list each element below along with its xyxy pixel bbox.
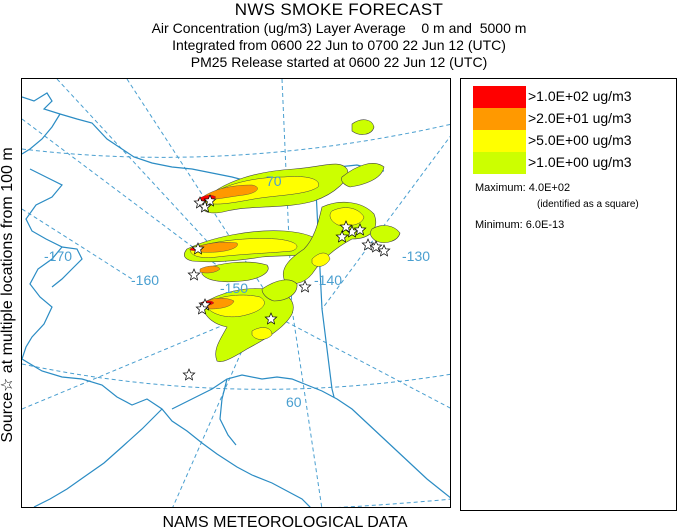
smoke-plumes: [183, 119, 401, 362]
legend-row-red: >1.0E+02 ug/m3: [473, 86, 673, 108]
legend-label-orange: >2.0E+01 ug/m3: [528, 110, 632, 126]
lat-label-60: 60: [286, 394, 302, 410]
plume-central-lower-green: [201, 261, 269, 283]
plume-east-yellow: [329, 207, 365, 226]
legend-row-orange: >2.0E+01 ug/m3: [473, 108, 673, 130]
legend-label-green: >1.0E+00 ug/m3: [528, 154, 632, 170]
source-star-icon: [182, 368, 196, 381]
plume-south-small-yellow: [251, 327, 273, 340]
data-source-footer: NAMS METEOROLOGICAL DATA: [162, 514, 408, 531]
graticule-labels: -170 -160 -150 -140 -130 70 60: [44, 173, 430, 410]
plume-north-yellow: [201, 176, 319, 205]
source-star-icon: [187, 268, 201, 281]
source-star-icon: [361, 238, 375, 251]
source-star-icon: [353, 223, 367, 236]
legend-swatch-red: [473, 86, 526, 108]
lon-label-140: -140: [314, 272, 342, 288]
plume-central-low-orange: [199, 265, 221, 274]
plume-nw-arctic-green: [351, 119, 375, 135]
latitude-line-50: [337, 498, 450, 507]
lon-label-130: -130: [402, 248, 430, 264]
source-star-icon: [298, 280, 312, 293]
lon-label-150: -150: [220, 280, 248, 296]
lon-label-170: -170: [44, 248, 72, 264]
source-star-icon: [198, 200, 212, 213]
legend-panel: >1.0E+02 ug/m3 >2.0E+01 ug/m3 >5.0E+00 u…: [460, 78, 677, 511]
source-star-icon: [203, 194, 217, 207]
longitude-line-170-lower: [22, 208, 133, 280]
legend-swatch-orange: [473, 108, 526, 130]
lon-label-160: -160: [131, 272, 159, 288]
legend-label-yellow: >5.0E+00 ug/m3: [528, 132, 632, 148]
plume-east-small-green: [370, 225, 401, 243]
source-star-icon: [191, 242, 205, 255]
source-star-icon: [195, 302, 209, 315]
minimum-value: Minimum: 6.0E-13: [475, 219, 565, 231]
map-title: NWS SMOKE FORECAST: [234, 0, 444, 19]
alaska-west-coast: [22, 113, 63, 360]
release-time: PM25 Release started at 0600 22 Jun 12 (…: [190, 54, 488, 70]
plume-east-mid-yellow: [311, 252, 331, 267]
cook-inlet: [219, 378, 237, 446]
longitude-line-140-lower: [291, 308, 323, 507]
alaska-peninsula: [33, 408, 163, 507]
source-star-icon: [339, 220, 353, 233]
latitude-line-70: [22, 123, 450, 158]
legend-row-green: >1.0E+00 ug/m3: [473, 152, 673, 174]
plume-ne-green: [341, 163, 385, 188]
smoke-map: -170 -160 -150 -140 -130 70 60: [22, 79, 450, 507]
legend-row-yellow: >5.0E+00 ug/m3: [473, 130, 673, 152]
source-star-icon: [264, 312, 278, 325]
source-side-label-container: Source☆ at multiple locations from 100 m: [0, 80, 21, 510]
source-star-icon: [377, 244, 391, 257]
map-panel: -170 -160 -150 -140 -130 70 60: [21, 78, 451, 508]
longitude-line-130: [321, 135, 450, 310]
maximum-note: (identified as a square): [537, 199, 639, 210]
source-side-label: Source☆ at multiple locations from 100 m: [0, 147, 16, 443]
lat-label-70: 70: [266, 173, 282, 189]
legend-swatch-green: [473, 152, 526, 174]
legend-swatch-yellow: [473, 130, 526, 152]
product-subtitle: Air Concentration (ug/m3) Layer Average …: [151, 20, 527, 36]
integration-period: Integrated from 0600 22 Jun to 0700 22 J…: [172, 37, 506, 53]
maximum-value: Maximum: 4.0E+02: [475, 182, 571, 194]
latitude-line-60: [22, 363, 450, 390]
source-markers: [182, 194, 391, 381]
legend-label-red: >1.0E+02 ug/m3: [528, 88, 632, 104]
source-star-icon: [335, 230, 349, 243]
yukon-delta: [51, 246, 83, 288]
plume-north-orange: [199, 184, 258, 200]
plume-south-east-green: [261, 279, 298, 302]
bristol-bay-coast: [22, 358, 311, 507]
